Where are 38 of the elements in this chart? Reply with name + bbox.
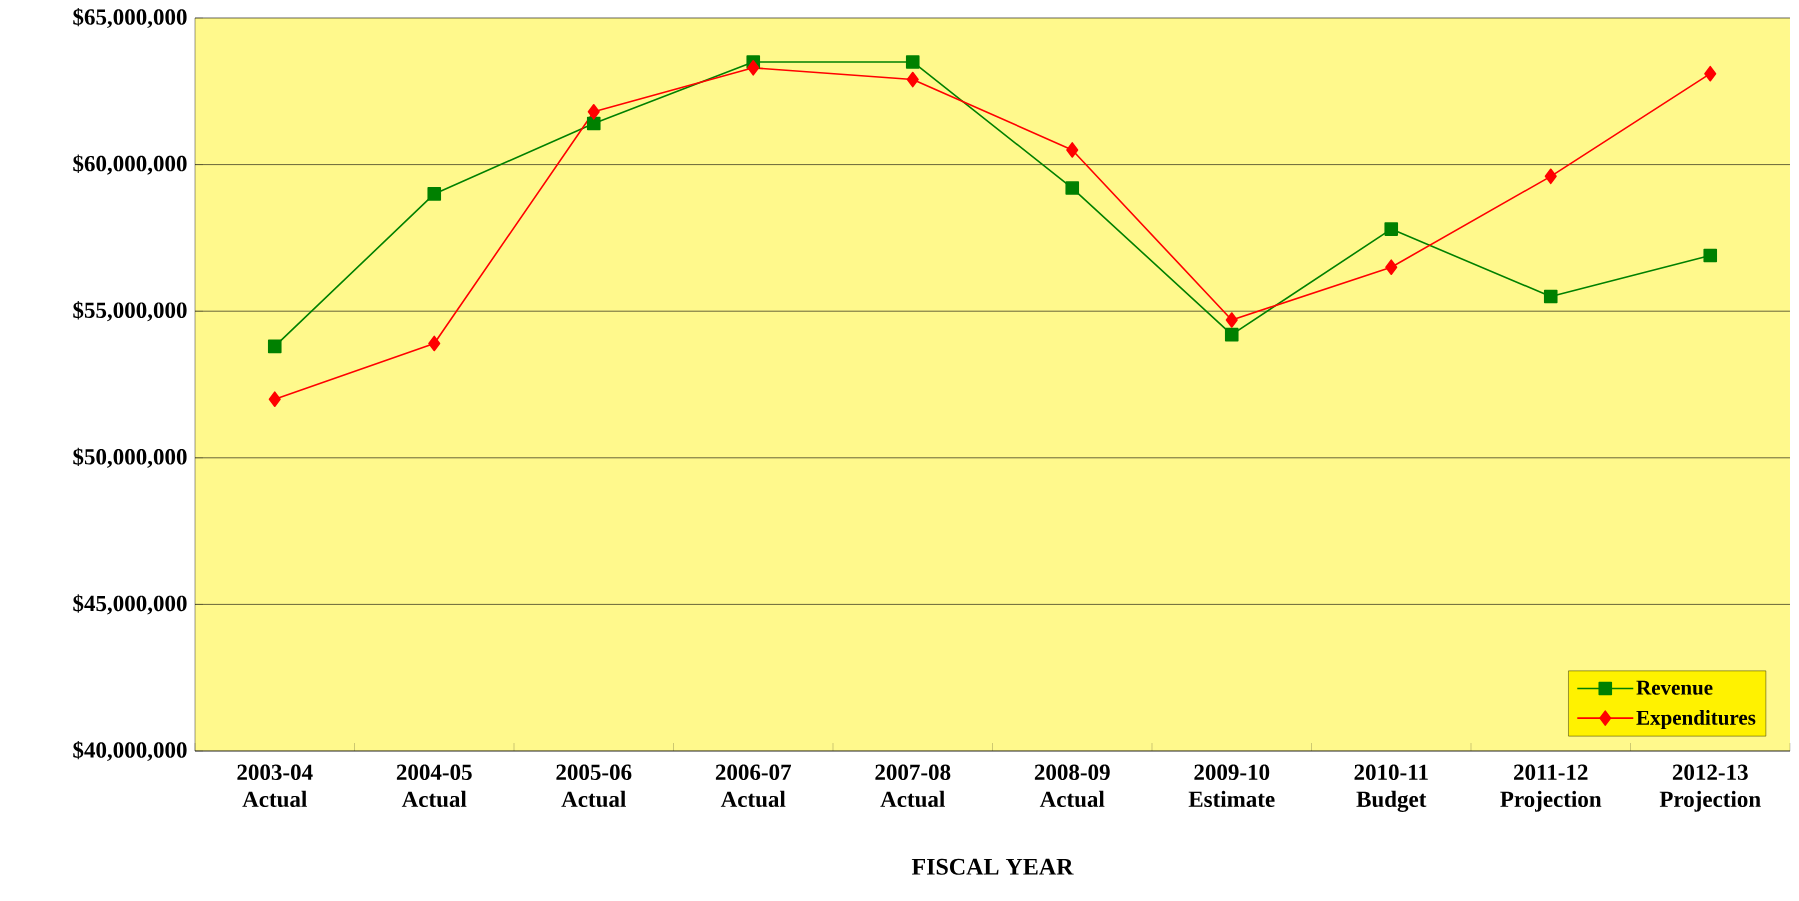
y-tick-label: $60,000,000 [73, 154, 187, 175]
x-tick-label: 2007-08 Actual [875, 764, 951, 808]
point [428, 335, 441, 352]
x-tick-label: 2009-10 Estimate [1188, 764, 1275, 808]
point [747, 60, 760, 76]
point [1543, 289, 1558, 304]
point [1544, 168, 1557, 185]
point [1384, 222, 1399, 236]
point [1224, 327, 1239, 342]
x-tick-label: 2003-04 Actual [237, 764, 313, 808]
x-tick-label: 2005-06 Actual [556, 764, 632, 808]
y-tick-label: $45,000,000 [73, 594, 187, 615]
point [1225, 312, 1238, 328]
point [905, 55, 920, 69]
point [1704, 65, 1717, 82]
point [587, 104, 600, 120]
y-tick-label: $50,000,000 [73, 447, 187, 468]
point [267, 339, 282, 354]
x-tick-label: 2012-13 Projection [1659, 764, 1761, 812]
point [1066, 142, 1079, 158]
point [586, 116, 601, 131]
y-tick-label: $55,000,000 [73, 301, 187, 322]
legend-label: Expenditures [1636, 710, 1756, 730]
x-axis-title: FISCAL YEAR [911, 858, 1074, 875]
point [427, 187, 442, 201]
x-tick-label: 2010-11 Budget [1354, 764, 1428, 812]
point [1385, 259, 1398, 276]
point [906, 71, 919, 88]
point [268, 391, 281, 407]
legend-label: Revenue [1636, 680, 1713, 695]
y-tick-label: $65,000,000 [73, 7, 187, 29]
x-tick-label: 2008-09 Actual [1034, 764, 1110, 808]
x-tick-label: 2011-12 Projection [1500, 764, 1602, 812]
y-tick-label: $40,000,000 [73, 740, 187, 762]
x-tick-label: 2006-07 Actual [715, 764, 792, 808]
point [1703, 248, 1718, 263]
point [1065, 181, 1080, 195]
x-tick-label: 2004-05 Actual [396, 764, 472, 808]
